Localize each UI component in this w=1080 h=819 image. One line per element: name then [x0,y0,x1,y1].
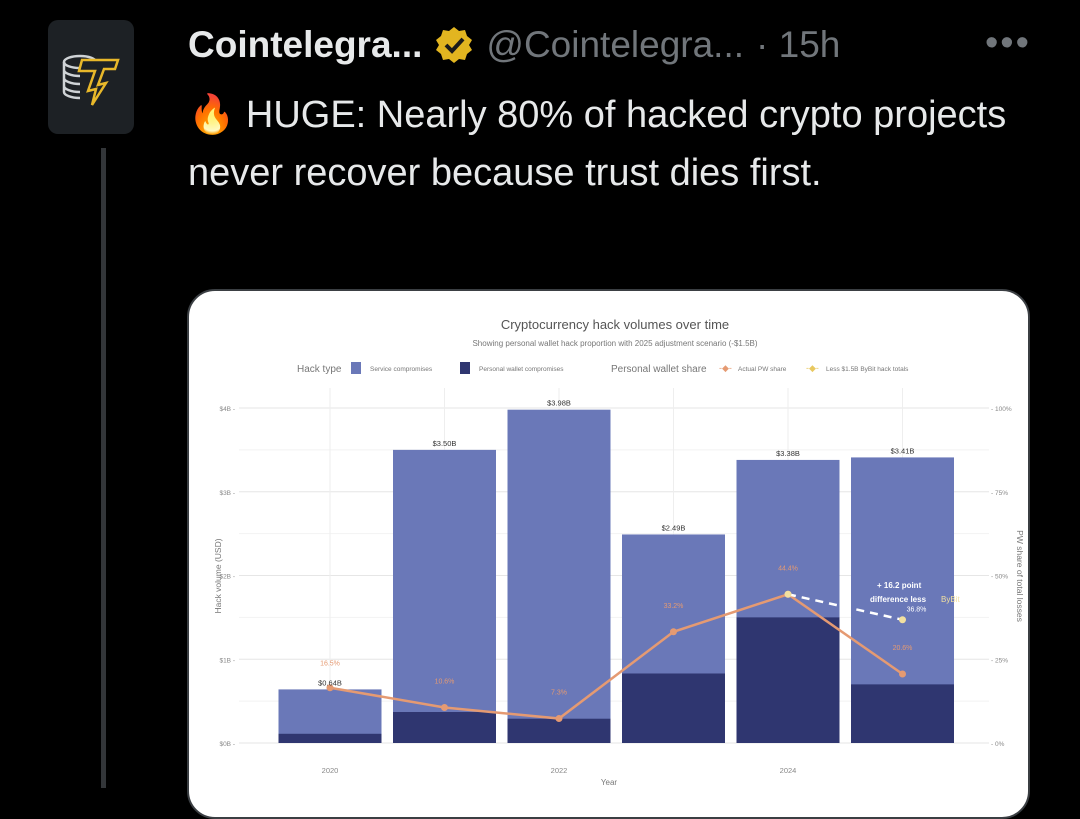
legend-personal-swatch [460,362,470,374]
y-tick-label: $1B - [219,657,235,664]
y-tick-label: $2B - [219,574,235,581]
less-bybit-line [787,593,903,621]
bar-personal-2020 [278,733,382,743]
tweet-header: Cointelegra... @Cointelegra... · 15h [188,24,840,66]
bar-total-label: $3.98B [547,399,571,408]
handle[interactable]: @Cointelegra... [486,24,745,65]
bar-total-label: $3.38B [776,449,800,458]
display-name[interactable]: Cointelegra... [188,24,423,65]
legend-service-swatch [351,362,361,374]
tweet-image[interactable]: Cryptocurrency hack volumes over time Sh… [187,289,1030,819]
y2-tick-label: - 50% [991,574,1008,581]
bar-personal-2023 [622,673,725,743]
fire-emoji-icon: 🔥 [188,94,236,136]
y2-tick-label: - 75% [991,490,1008,497]
actual-pw-share-point [441,703,448,711]
legend: Hack type Service compromises Personal w… [297,362,909,375]
verified-badge-icon[interactable] [434,25,474,65]
legend-less-marker-icon: -◆- [806,363,819,373]
bar-personal-2024 [736,617,840,743]
annotation-line1: + 16.2 point [877,581,922,590]
less-bybit-point [899,616,906,624]
actual-pw-share-point [670,628,677,636]
less-bybit-point [784,590,792,598]
actual-pw-share-line [329,592,904,720]
bar-service-2021 [393,449,496,743]
legend-actual: Actual PW share [738,366,787,373]
bar-personal-2021 [393,712,496,743]
y2-axis-title: PW share of total losses [1015,530,1025,622]
tweet-body: HUGE: Nearly 80% of hacked crypto projec… [188,94,1007,194]
avatar[interactable] [48,20,134,134]
pw-share-label: 16.5% [320,661,340,668]
legend-actual-marker-icon: -◆- [719,363,732,373]
pw-share-label: 10.6% [435,678,455,685]
actual-pw-share-point [326,684,334,692]
x-tick-label: 2022 [551,766,568,775]
hack-volume-chart: Cryptocurrency hack volumes over time Sh… [213,317,1025,787]
x-tick-label: 2024 [780,766,797,775]
bar-total-label: $3.41B [891,446,915,455]
bar-personal-2025 [851,684,954,743]
tweet-text: 🔥 HUGE: Nearly 80% of hacked crypto proj… [188,86,1048,202]
timestamp[interactable]: · 15h [756,24,841,65]
bar-service-2022 [507,409,611,743]
annotation-line2: difference less [870,595,927,604]
pw-share-label: 20.6% [893,645,913,652]
y2-tick-label: - 25% [991,657,1008,664]
annotation: + 16.2 point difference less ByBit [870,581,960,604]
bar-personal-2022 [507,718,611,743]
y-tick-label: $0B - [219,741,235,748]
chart-title: Cryptocurrency hack volumes over time [501,317,729,332]
pw-share-label: 33.2% [664,603,684,610]
legend-share-title: Personal wallet share [611,364,707,375]
annotation-highlight: ByBit [941,595,960,604]
y-tick-label: $4B - [219,406,235,413]
actual-pw-share-point [899,670,906,678]
cointelegraph-logo-icon [62,54,120,106]
legend-personal: Personal wallet compromises [479,366,564,373]
x-tick-label: 2020 [322,766,339,775]
y2-tick-label: - 100% [991,406,1012,413]
y-axis-title: Hack volume (USD) [213,538,223,613]
y2-tick-label: - 0% [991,741,1005,748]
legend-hack-type-title: Hack type [297,364,342,375]
y-tick-label: $3B - [219,490,235,497]
less-bybit-label: 36.8% [907,607,927,614]
legend-less: Less $1.5B ByBit hack totals [826,366,909,373]
bar-total-label: $3.50B [433,439,457,448]
legend-service: Service compromises [370,366,433,373]
bar-total-label: $0.64B [318,678,342,687]
actual-pw-share-point [555,715,563,723]
pw-share-label: 44.4% [778,565,798,572]
chart-subtitle: Showing personal wallet hack proportion … [472,339,757,348]
thread-line [101,148,106,788]
pw-share-label: 7.3% [551,690,567,697]
more-options-icon[interactable]: ••• [985,22,1031,64]
bar-total-label: $2.49B [662,523,686,532]
